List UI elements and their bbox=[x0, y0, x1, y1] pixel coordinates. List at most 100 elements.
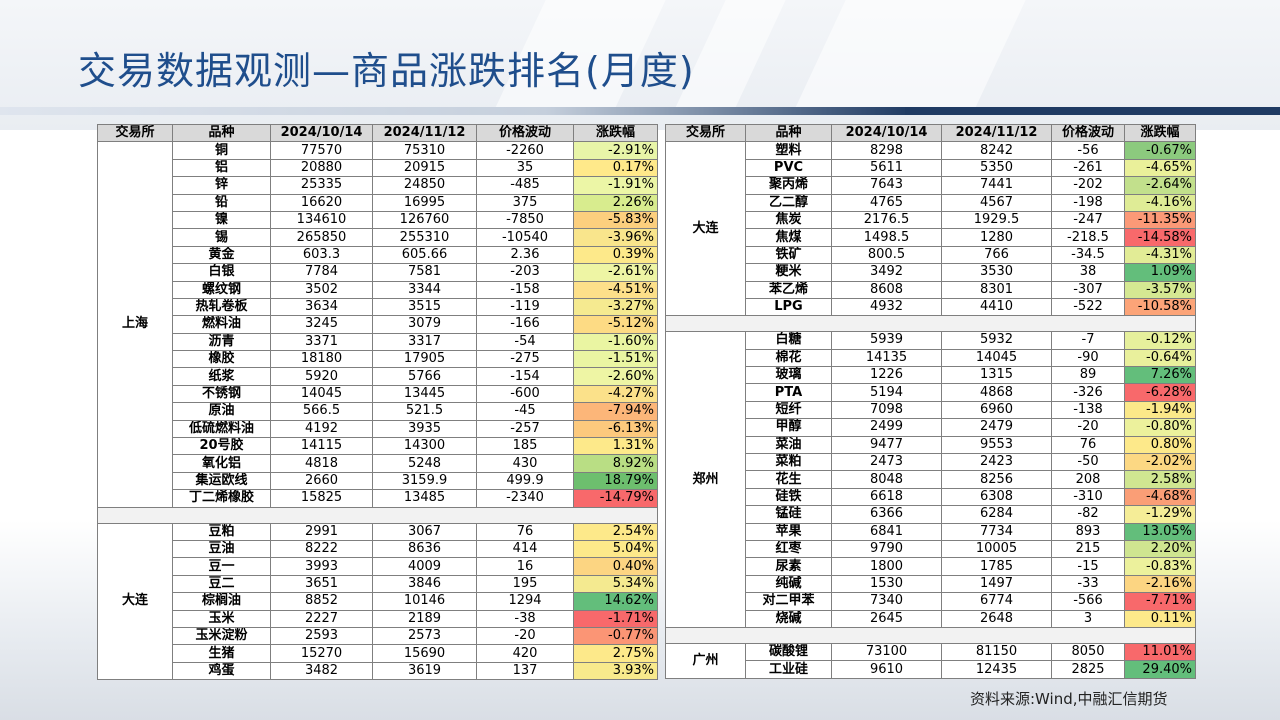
variety-cell: 锌 bbox=[172, 176, 271, 195]
price-change-cell: -2340 bbox=[476, 489, 574, 508]
price-change-cell: 430 bbox=[476, 454, 574, 473]
table-row: 上海铜 77570 75310 -2260 -2.91% bbox=[97, 141, 658, 508]
price-change-cell: -307 bbox=[1051, 280, 1125, 299]
price-date2-cell: 5350 bbox=[941, 158, 1052, 178]
table-row: 热轧卷板 3634 3515 -119 -3.27% bbox=[98, 297, 658, 317]
price-change-cell: -522 bbox=[1051, 297, 1125, 317]
table-row: 菜粕 2473 2423 -50 -2.02% bbox=[666, 453, 1196, 472]
pct-change-cell: -0.83% bbox=[1124, 557, 1196, 576]
price-date2-cell: 15690 bbox=[372, 644, 477, 663]
variety-cell: 白糖 bbox=[745, 331, 832, 350]
variety-cell: 豆一 bbox=[172, 557, 271, 576]
pct-change-cell: 1.31% bbox=[573, 437, 658, 456]
price-change-cell: -600 bbox=[476, 384, 574, 404]
price-change-cell: 76 bbox=[1051, 435, 1125, 455]
price-date1-cell: 2473 bbox=[831, 453, 942, 472]
table-row: 铝 20880 20915 35 0.17% bbox=[98, 158, 658, 178]
price-date1-cell: 8222 bbox=[270, 539, 373, 559]
price-change-cell: -203 bbox=[476, 263, 574, 282]
price-date1-cell: 16620 bbox=[270, 193, 373, 212]
price-date1-cell: 14135 bbox=[831, 348, 942, 368]
price-date2-cell: 4410 bbox=[941, 297, 1052, 317]
price-change-cell: -82 bbox=[1051, 505, 1125, 524]
pct-change-cell: 2.20% bbox=[1124, 539, 1196, 559]
price-change-cell: -261 bbox=[1051, 158, 1125, 178]
price-change-cell: -198 bbox=[1051, 193, 1125, 212]
price-date2-cell: 10005 bbox=[941, 539, 1052, 559]
price-change-cell: -326 bbox=[1051, 383, 1125, 402]
header-date-2: 2024/11/12 bbox=[372, 123, 477, 143]
price-date1-cell: 4192 bbox=[270, 419, 373, 439]
variety-cell: 苹果 bbox=[745, 522, 832, 541]
variety-cell: 丁二烯橡胶 bbox=[172, 489, 271, 508]
table-row: 玉米淀粉 2593 2573 -20 -0.77% bbox=[98, 626, 658, 646]
variety-cell: 低硫燃料油 bbox=[172, 419, 271, 439]
price-date1-cell: 8852 bbox=[270, 592, 373, 611]
price-date1-cell: 5611 bbox=[831, 158, 942, 178]
price-date2-cell: 13445 bbox=[372, 384, 477, 404]
price-date2-cell: 3344 bbox=[372, 280, 477, 299]
table-row: 豆一 3993 4009 16 0.40% bbox=[98, 557, 658, 576]
variety-cell: 菜油 bbox=[745, 435, 832, 455]
table-row: 原油 566.5 521.5 -45 -7.94% bbox=[98, 402, 658, 421]
price-date1-cell: 6366 bbox=[831, 505, 942, 524]
left-ranking-table: 交易所 品种 2024/10/14 2024/11/12 价格波动 涨跌幅 上海… bbox=[97, 123, 658, 681]
header-price-change: 价格波动 bbox=[476, 123, 574, 143]
table-row: 纸浆 5920 5766 -154 -2.60% bbox=[98, 367, 658, 386]
pct-change-cell: 5.34% bbox=[573, 574, 658, 594]
price-date1-cell: 14115 bbox=[270, 437, 373, 456]
price-change-cell: 208 bbox=[1051, 470, 1125, 489]
variety-cell: 铁矿 bbox=[745, 245, 832, 265]
price-date2-cell: 8636 bbox=[372, 539, 477, 559]
variety-cell: 甲醇 bbox=[745, 418, 832, 437]
price-date1-cell: 73100 bbox=[831, 642, 942, 662]
pct-change-cell: -1.94% bbox=[1124, 400, 1196, 420]
pct-change-cell: 2.75% bbox=[573, 644, 658, 663]
price-date2-cell: 1929.5 bbox=[941, 210, 1052, 230]
right-ranking-table: 交易所 品种 2024/10/14 2024/11/12 价格波动 涨跌幅 大连… bbox=[665, 123, 1196, 679]
price-change-cell: -33 bbox=[1051, 574, 1125, 594]
table-row: 20号胶 14115 14300 185 1.31% bbox=[98, 437, 658, 456]
variety-cell: 锰硅 bbox=[745, 505, 832, 524]
price-date2-cell: 1280 bbox=[941, 228, 1052, 247]
price-date2-cell: 4009 bbox=[372, 557, 477, 576]
variety-cell: 铅 bbox=[172, 193, 271, 212]
pct-change-cell: 5.04% bbox=[573, 539, 658, 559]
pct-change-cell: -0.77% bbox=[573, 626, 658, 646]
pct-change-cell: 8.92% bbox=[573, 454, 658, 473]
pct-change-cell: 13.05% bbox=[1124, 522, 1196, 541]
price-date1-cell: 7784 bbox=[270, 263, 373, 282]
price-date2-cell: 3619 bbox=[372, 661, 477, 681]
price-date1-cell: 2660 bbox=[270, 471, 373, 491]
price-change-cell: 89 bbox=[1051, 366, 1125, 385]
price-date2-cell: 6284 bbox=[941, 505, 1052, 524]
pct-change-cell: 2.58% bbox=[1124, 470, 1196, 489]
price-date2-cell: 4868 bbox=[941, 383, 1052, 402]
variety-cell: 铝 bbox=[172, 158, 271, 178]
table-row: 苹果 6841 7734 893 13.05% bbox=[666, 522, 1196, 541]
price-date1-cell: 4932 bbox=[831, 297, 942, 317]
header-price-change: 价格波动 bbox=[1051, 123, 1125, 143]
table-row: 烧碱 2645 2648 3 0.11% bbox=[666, 609, 1196, 628]
variety-cell: 工业硅 bbox=[745, 660, 832, 679]
price-date1-cell: 20880 bbox=[270, 158, 373, 178]
pct-change-cell: -2.91% bbox=[573, 141, 658, 160]
table-row: 集运欧线 2660 3159.9 499.9 18.79% bbox=[98, 471, 658, 491]
table-row: 铅 16620 16995 375 2.26% bbox=[98, 193, 658, 212]
price-change-cell: -154 bbox=[476, 367, 574, 386]
table-row: 焦炭 2176.5 1929.5 -247 -11.35% bbox=[666, 210, 1196, 230]
pct-change-cell: 1.09% bbox=[1124, 263, 1196, 282]
price-change-cell: 8050 bbox=[1051, 642, 1125, 662]
price-date2-cell: 255310 bbox=[372, 228, 477, 247]
separator-cell bbox=[665, 626, 1196, 644]
table-row: 燃料油 3245 3079 -166 -5.12% bbox=[98, 315, 658, 334]
price-date2-cell: 24850 bbox=[372, 176, 477, 195]
price-change-cell: -20 bbox=[1051, 418, 1125, 437]
price-date1-cell: 15825 bbox=[270, 489, 373, 508]
pct-change-cell: -1.29% bbox=[1124, 505, 1196, 524]
price-change-cell: -247 bbox=[1051, 210, 1125, 230]
price-date1-cell: 25335 bbox=[270, 176, 373, 195]
exchange-cell: 大连 bbox=[665, 141, 746, 317]
table-row: 广州 碳酸锂 73100 81150 8050 11.01% bbox=[665, 642, 1196, 679]
pct-change-cell: -14.79% bbox=[573, 489, 658, 508]
